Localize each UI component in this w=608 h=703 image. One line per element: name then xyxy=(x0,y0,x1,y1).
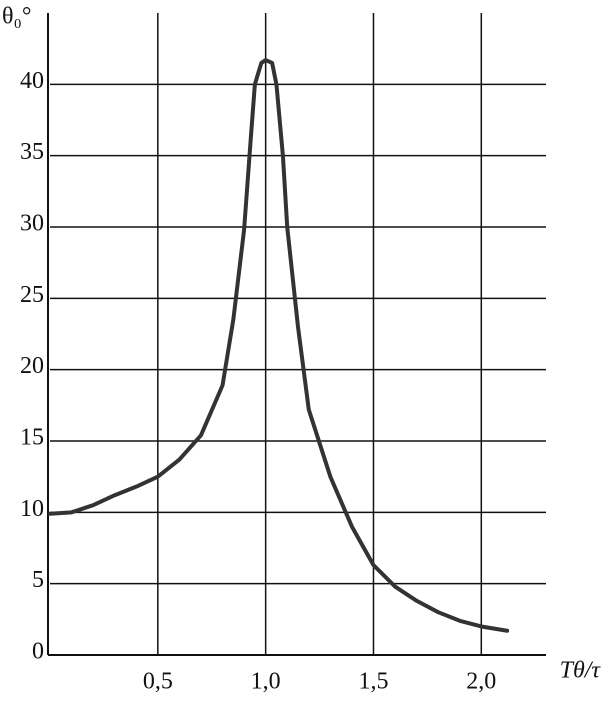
y-tick-label: 5 xyxy=(32,567,44,593)
x-axis-label: Tθ/τ xyxy=(560,658,602,684)
x-tick-label: 1,0 xyxy=(251,669,281,695)
y-axis-label: θ₀° xyxy=(2,4,31,30)
x-tick-label: 0,5 xyxy=(143,669,173,695)
x-tick-label: 1,5 xyxy=(358,669,388,695)
y-tick-label: 0 xyxy=(32,639,44,665)
y-tick-label: 35 xyxy=(20,139,44,165)
y-tick-label: 10 xyxy=(20,496,44,522)
y-tick-label: 20 xyxy=(20,353,44,379)
x-tick-label: 2,0 xyxy=(466,669,496,695)
y-tick-label: 40 xyxy=(20,68,44,94)
y-tick-label: 15 xyxy=(20,425,44,451)
curve xyxy=(48,58,510,633)
y-tick-label: 25 xyxy=(20,282,44,308)
y-tick-label: 30 xyxy=(20,211,44,237)
